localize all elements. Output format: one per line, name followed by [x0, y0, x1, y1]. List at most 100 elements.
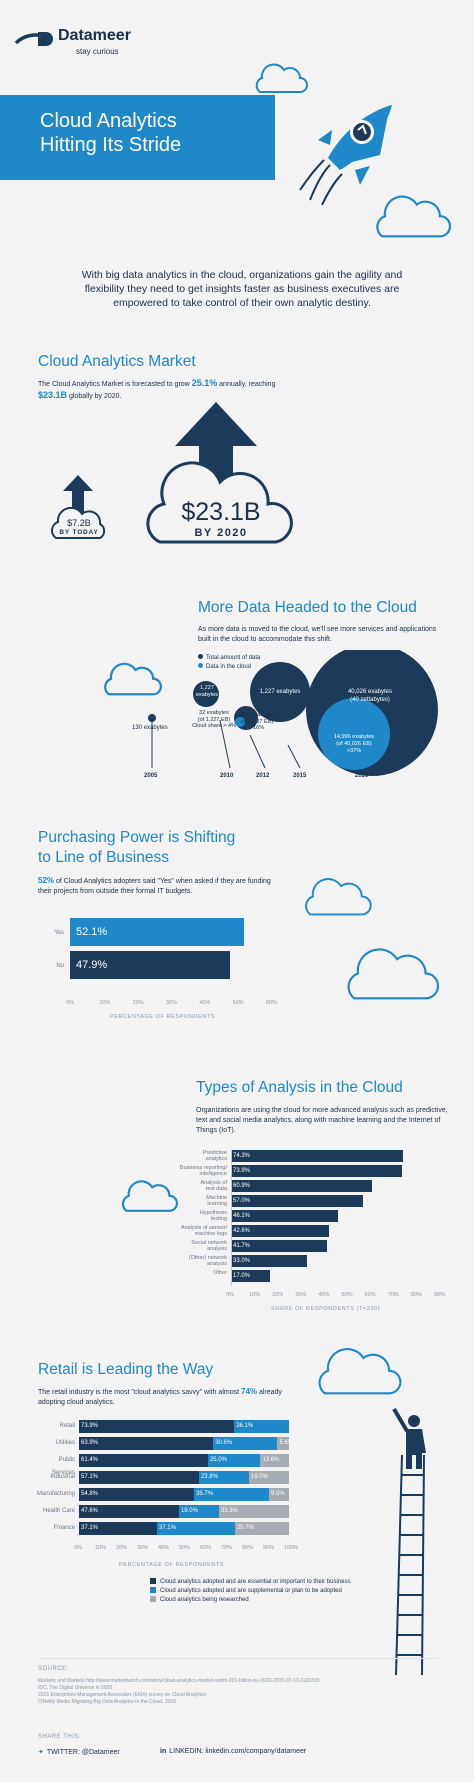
market-text-a: The Cloud Analytics Market is forecasted…	[38, 381, 192, 388]
x-tick: 0%	[74, 1545, 82, 1551]
hero-title-line1: Cloud Analytics	[40, 110, 177, 132]
legend-total: Total amount of data	[198, 654, 260, 663]
x-tick: 40%	[318, 1292, 330, 1298]
retail-heading: Retail is Leading the Way	[38, 1361, 214, 1378]
bar-segment: 37.1%	[79, 1522, 157, 1535]
bubble-2012-label: 462 exabytes (of 2,837 EB) >16%	[240, 712, 274, 731]
x-tick: 90%	[434, 1292, 446, 1298]
bar-label: Other	[213, 1270, 227, 1276]
cloud-icon	[318, 1348, 402, 1395]
retail-legend-label: Cloud analytics adopted and are suppleme…	[160, 1588, 342, 1594]
bar-segment: 33.3%	[218, 1505, 289, 1518]
bar-segment: 35.7%	[194, 1488, 270, 1501]
more-data-legend: Total amount of data Data in the cloud	[198, 654, 260, 672]
bar-segment: 61.4%	[79, 1454, 208, 1467]
twitter-link[interactable]: ✦ TWITTER: @Datameer	[38, 1748, 120, 1756]
market-text: The Cloud Analytics Market is forecasted…	[38, 378, 278, 402]
bubble-2020-inner: 40,026 exabytes (40 zettabytes)	[347, 689, 393, 703]
x-tick: 20%	[132, 1000, 144, 1006]
retail-legend: Cloud analytics adopted and are essentia…	[150, 1578, 350, 1605]
bar-value: 60.9%	[233, 1183, 251, 1189]
bar-segment: 19.0%	[178, 1505, 219, 1518]
bar-segment: 73.9%	[79, 1420, 235, 1433]
bar	[231, 1225, 330, 1237]
bar-label: Utilities	[55, 1440, 75, 1446]
x-tick: 0%	[226, 1292, 234, 1298]
bar	[231, 1270, 271, 1282]
bubble-2020-cloud-label: 14,996 exabytes (of 40,026 EB) >37%	[333, 734, 375, 754]
bar-segment: 19.0%	[248, 1471, 289, 1484]
x-tick: 40%	[158, 1545, 170, 1551]
types-heading: Types of Analysis in the Cloud	[196, 1079, 403, 1096]
market-big-caption: BY 2020	[194, 527, 248, 539]
retail-text-a: The retail industry is the most "cloud a…	[38, 1389, 241, 1396]
bubble-2020-cloud	[318, 698, 390, 770]
bar-segment: 26.1%	[234, 1420, 289, 1433]
market-heading: Cloud Analytics Market	[38, 353, 196, 370]
bar-label: Social network analysis	[191, 1240, 227, 1252]
twitter-icon: ✦	[38, 1749, 44, 1756]
source-line[interactable]: Markets and Markets http://www.marketwat…	[38, 1678, 320, 1684]
bar-segment: 25.7%	[234, 1522, 289, 1535]
x-tick: 60%	[200, 1545, 212, 1551]
x-tick: 80%	[410, 1292, 422, 1298]
bar	[70, 918, 244, 946]
year-2012: 2012	[256, 773, 270, 779]
bubble-2010-inner-1: 1,227	[200, 685, 214, 691]
small-arrow-icon	[63, 475, 93, 515]
bar	[231, 1255, 308, 1267]
bar	[231, 1180, 372, 1192]
market-text-c: globally by 2020.	[67, 393, 122, 400]
x-tick: 10%	[249, 1292, 261, 1298]
legend-total-label: Total amount of data	[206, 655, 261, 661]
sources-list: Markets and Markets http://www.marketwat…	[38, 1678, 438, 1706]
market-small-caption: BY TODAY	[59, 529, 99, 536]
x-tick: 70%	[387, 1292, 399, 1298]
x-tick: 0%	[66, 1000, 74, 1006]
market-text-b: annually, reaching	[217, 381, 276, 388]
x-tick: 100%	[284, 1545, 299, 1551]
x-tick: 60%	[364, 1292, 376, 1298]
rocket-icon	[299, 105, 392, 206]
bar-value: 47.9%	[76, 959, 108, 971]
bar-value: 17.0%	[233, 1273, 251, 1279]
twitter-label: TWITTER: @Datameer	[46, 1749, 120, 1756]
x-axis-label: PERCENTAGE OF RESPONDENTS	[110, 1014, 216, 1020]
retail-legend-label: Cloud analytics adopted and are essentia…	[160, 1579, 351, 1585]
bubble-2005-label: 130 exabytes	[132, 725, 168, 731]
year-2010: 2010	[220, 773, 234, 779]
bar-value: 73.9%	[233, 1168, 251, 1174]
sources-heading: SOURCE:	[38, 1666, 69, 1672]
bar-segment: 57.1%	[79, 1471, 199, 1484]
retail-chart: Retail 73.9%26.1% Utilities 63.9%30.6%5.6% P…	[36, 1420, 346, 1568]
bar-segment: 25.0%	[207, 1454, 261, 1467]
bar-segment: 54.8%	[79, 1488, 195, 1501]
x-tick: 10%	[99, 1000, 111, 1006]
brand-name: Datameer	[58, 27, 131, 44]
divider	[38, 1658, 438, 1659]
brand-logo[interactable]: Datameer stay curious	[14, 27, 154, 61]
purchasing-text-body: of Cloud Analytics adopters said "Yes" w…	[38, 878, 271, 895]
bar-segment: 23.8%	[198, 1471, 249, 1484]
bubble-2015	[250, 662, 310, 722]
bar	[70, 951, 230, 979]
linkedin-link[interactable]: in LINKEDIN: linkedin.com/company/datamee…	[160, 1748, 306, 1755]
retail-text: The retail industry is the most "cloud a…	[38, 1387, 283, 1408]
x-axis-label: SHARE OF RESPONDENTS (T=230)	[271, 1306, 381, 1312]
intro-text: With big data analytics in the cloud, or…	[81, 269, 403, 309]
bar	[231, 1240, 328, 1252]
bar	[231, 1210, 338, 1222]
ladder-climber-icon	[392, 1407, 426, 1675]
share-heading: SHARE THIS:	[38, 1734, 82, 1740]
hero-title-line2: Hitting Its Stride	[40, 134, 182, 156]
x-tick: 90%	[263, 1545, 275, 1551]
bar-label: Retail	[59, 1423, 75, 1429]
bar-segment: 47.6%	[79, 1505, 179, 1518]
cloud-icon	[122, 1180, 178, 1212]
x-tick: 20%	[116, 1545, 128, 1551]
x-tick: 30%	[166, 1000, 178, 1006]
market-small-value: $7.2B	[67, 518, 91, 528]
bar-value: 46.1%	[233, 1213, 251, 1219]
bar-segment: 63.9%	[79, 1437, 214, 1450]
bar-label: (Other) network analysis	[188, 1255, 227, 1267]
